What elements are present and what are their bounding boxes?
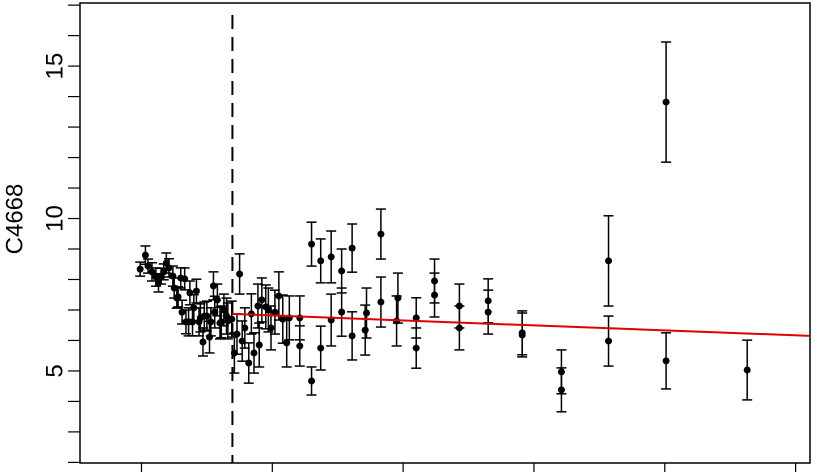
data-point xyxy=(363,309,371,317)
data-point xyxy=(220,306,228,314)
data-point xyxy=(152,273,160,281)
data-point xyxy=(190,304,198,312)
data-point xyxy=(317,344,325,352)
y-tick-label: 5 xyxy=(41,364,68,377)
data-point xyxy=(136,265,144,273)
data-point xyxy=(255,341,263,349)
data-point xyxy=(245,359,253,367)
data-point xyxy=(258,296,266,304)
data-point xyxy=(267,324,275,332)
data-point xyxy=(518,331,526,339)
data-point xyxy=(348,244,356,252)
y-axis-label: C4668 xyxy=(1,184,28,255)
data-point xyxy=(233,330,241,338)
data-point xyxy=(271,308,279,316)
y-tick-label: 15 xyxy=(41,53,68,80)
plot-frame xyxy=(79,2,811,464)
data-point xyxy=(662,98,670,106)
data-point xyxy=(174,293,182,301)
data-point xyxy=(206,333,214,341)
data-point xyxy=(213,296,221,304)
data-point xyxy=(484,297,492,305)
data-point xyxy=(662,357,670,365)
data-point xyxy=(338,308,346,316)
data-point xyxy=(217,318,225,326)
data-point xyxy=(264,306,272,314)
data-point xyxy=(207,318,215,326)
data-point xyxy=(327,253,335,261)
data-point xyxy=(605,337,613,345)
data-point xyxy=(144,262,152,270)
data-point xyxy=(605,257,613,265)
data-point xyxy=(557,386,565,394)
data-point xyxy=(192,287,200,295)
data-point xyxy=(743,366,751,374)
data-point xyxy=(338,267,346,275)
data-point xyxy=(361,326,369,334)
data-point xyxy=(228,315,236,323)
data-point xyxy=(241,324,249,332)
data-point xyxy=(203,312,211,320)
data-point xyxy=(317,257,325,265)
data-point xyxy=(141,251,149,259)
data-point xyxy=(308,240,316,248)
data-point xyxy=(412,314,420,322)
data-point xyxy=(250,349,258,357)
data-point xyxy=(211,308,219,316)
data-point xyxy=(348,332,356,340)
data-point xyxy=(199,338,207,346)
data-point xyxy=(236,270,244,278)
data-point xyxy=(308,377,316,385)
data-point xyxy=(275,292,283,300)
data-point xyxy=(394,294,402,302)
data-point xyxy=(431,277,439,285)
data-point xyxy=(189,318,197,326)
data-point xyxy=(412,344,420,352)
y-tick-label: 10 xyxy=(41,205,68,232)
fit-line xyxy=(232,312,811,337)
data-point xyxy=(377,298,385,306)
data-point xyxy=(254,302,262,310)
data-point xyxy=(455,302,463,310)
data-point xyxy=(377,230,385,238)
data-point xyxy=(283,339,291,347)
data-point xyxy=(296,342,304,350)
